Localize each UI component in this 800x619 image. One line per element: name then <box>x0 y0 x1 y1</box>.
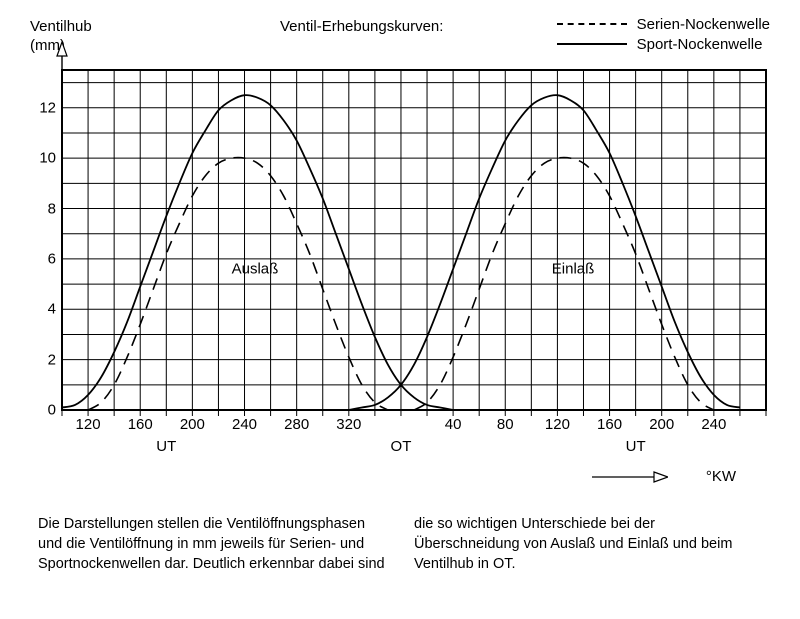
x-axis-unit: °KW <box>706 468 736 485</box>
x-annotation: OT <box>391 438 412 455</box>
x-tick: 120 <box>76 416 101 433</box>
legend-row-sport: Sport-Nockenwelle <box>557 34 770 54</box>
x-annotation: UT <box>156 438 176 455</box>
y-tick: 0 <box>20 402 56 419</box>
x-tick: 160 <box>128 416 153 433</box>
x-tick: 40 <box>445 416 462 433</box>
legend-swatch-sport <box>557 43 627 45</box>
y-tick: 2 <box>20 351 56 368</box>
y-tick: 4 <box>20 301 56 318</box>
legend-swatch-series <box>557 23 627 25</box>
x-tick: 80 <box>497 416 514 433</box>
chart-title: Ventil-Erhebungskurven: <box>280 18 443 35</box>
legend-row-series: Serien-Nockenwelle <box>557 14 770 34</box>
chart-plot-area: Auslaß Einlaß <box>62 70 766 410</box>
curve-sport_exhaust <box>62 95 453 410</box>
curve-sport_intake <box>349 95 740 410</box>
x-tick: 280 <box>284 416 309 433</box>
legend: Serien-Nockenwelle Sport-Nockenwelle <box>557 14 770 54</box>
y-tick: 6 <box>20 250 56 267</box>
y-axis-label-line1: Ventilhub <box>30 18 92 37</box>
x-tick: 240 <box>232 416 257 433</box>
x-tick: 120 <box>545 416 570 433</box>
x-annotation: UT <box>626 438 646 455</box>
caption-text: Die Darstellungen stellen die Ventilöffn… <box>38 514 762 574</box>
x-axis-annotations: UT OT UT <box>62 438 766 460</box>
x-tick: 240 <box>701 416 726 433</box>
in-chart-label: Einlaß <box>549 260 598 277</box>
x-tick: 320 <box>336 416 361 433</box>
y-tick: 8 <box>20 200 56 217</box>
chart-svg <box>62 70 766 410</box>
x-axis-ticks: 120 160 200 240 280 320 40 80 120 160 200 240 <box>62 416 766 438</box>
y-axis-ticks: 024681012 <box>20 70 56 410</box>
arrow-right-icon <box>592 470 668 484</box>
x-tick: 200 <box>649 416 674 433</box>
legend-label-series: Serien-Nockenwelle <box>637 16 770 33</box>
legend-label-sport: Sport-Nockenwelle <box>637 36 763 53</box>
x-tick: 160 <box>597 416 622 433</box>
x-tick: 200 <box>180 416 205 433</box>
y-tick: 12 <box>20 99 56 116</box>
y-tick: 10 <box>20 150 56 167</box>
in-chart-label: Auslaß <box>229 260 282 277</box>
